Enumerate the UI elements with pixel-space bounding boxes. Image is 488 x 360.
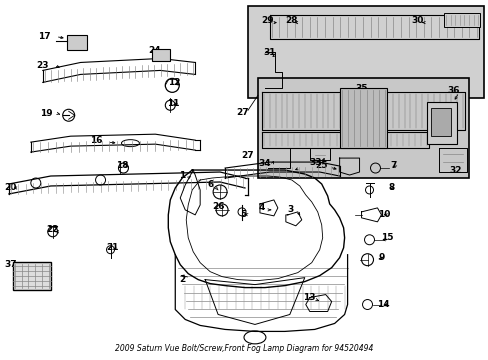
Text: 12: 12 [168,78,180,87]
Text: 29: 29 [261,16,274,25]
Text: 7: 7 [389,161,396,170]
Text: 4: 4 [258,203,264,212]
Text: 18: 18 [116,161,128,170]
Text: 31: 31 [263,48,276,57]
Text: 5: 5 [240,210,245,219]
Text: 21: 21 [106,243,119,252]
Bar [247,6,483,98]
Text: 15: 15 [381,233,393,242]
Bar [66,35,86,50]
Text: 30: 30 [410,16,423,25]
Text: 2009 Saturn Vue Bolt/Screw,Front Fog Lamp Diagram for 94520494: 2009 Saturn Vue Bolt/Screw,Front Fog Lam… [115,344,373,353]
Text: 16: 16 [90,136,102,145]
Bar [427,102,456,144]
Text: 28: 28 [285,16,298,25]
Text: 8: 8 [387,184,394,193]
Text: 24: 24 [148,46,161,55]
Text: 35: 35 [355,84,367,93]
Text: 22: 22 [46,225,59,234]
Text: 13: 13 [303,293,315,302]
Text: 25: 25 [315,161,327,170]
Bar [430,108,450,136]
Text: 2: 2 [179,275,185,284]
Text: 23: 23 [37,61,49,70]
Bar [152,49,170,62]
Text: 9: 9 [378,253,384,262]
Text: 17: 17 [39,32,51,41]
Text: 10: 10 [378,210,390,219]
Text: 3: 3 [287,206,293,215]
Text: 1: 1 [179,171,185,180]
Text: 32: 32 [448,166,461,175]
Text: 14: 14 [376,300,389,309]
Text: 36: 36 [446,86,459,95]
Text: 6: 6 [206,180,213,189]
Bar [258,78,468,178]
Bar [13,262,51,289]
Text: 19: 19 [41,109,53,118]
Text: 33: 33 [309,158,321,167]
Text: 27: 27 [236,108,249,117]
Text: 37: 37 [4,260,17,269]
Text: 26: 26 [211,202,224,211]
Text: 34: 34 [258,158,271,167]
Bar [443,13,479,27]
Text: 20: 20 [5,184,17,193]
Bar [339,88,386,148]
Text: 27: 27 [241,150,254,159]
Text: 11: 11 [167,99,179,108]
